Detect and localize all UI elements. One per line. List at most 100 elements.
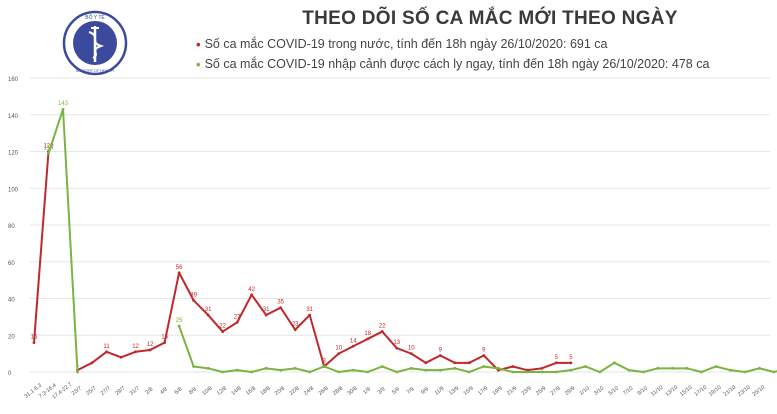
x-tick-label: 7/9 [406, 386, 416, 395]
data-point-imported [656, 366, 660, 370]
data-point-imported [264, 366, 268, 370]
ministry-emblem-icon: BỘ Y TẾ MINISTRY OF HEALTH [62, 10, 128, 76]
svg-text:BỘ Y TẾ: BỘ Y TẾ [85, 14, 105, 21]
x-tick-label: 19/10 [708, 385, 723, 398]
data-point-domestic [308, 313, 312, 317]
x-tick-label: 14/8 [230, 386, 242, 397]
x-tick-label: 11/9 [434, 386, 446, 397]
data-point-imported [642, 370, 645, 374]
x-tick-label: 13/10 [665, 385, 680, 398]
data-label-domestic: 5 [555, 355, 559, 361]
data-point-imported [177, 324, 181, 328]
x-tick-label: 6/8 [174, 386, 184, 395]
x-tick-label: 27/7 [100, 386, 112, 397]
data-point-imported [206, 366, 210, 370]
data-label-domestic: 23 [292, 322, 299, 328]
data-label-domestic: 12 [132, 344, 139, 350]
data-point-imported [337, 370, 341, 374]
data-point-imported [61, 107, 65, 111]
data-point-domestic [177, 271, 181, 275]
data-point-domestic [453, 361, 457, 365]
data-point-domestic [206, 313, 210, 317]
data-point-imported [293, 366, 297, 370]
data-point-imported [235, 368, 239, 372]
y-tick-label: 100 [8, 187, 19, 193]
data-label-domestic: 5 [569, 355, 573, 361]
data-point-domestic [351, 344, 355, 348]
series-line-domestic [77, 271, 571, 372]
data-label-domestic: 31 [205, 307, 212, 313]
x-tick-label: 21/9 [506, 386, 518, 397]
y-tick-label: 0 [8, 371, 12, 377]
x-tick-label: 3/9 [377, 386, 387, 395]
data-point-imported [250, 370, 254, 374]
x-tick-label: 25/7 [85, 386, 97, 397]
svg-text:MINISTRY OF HEALTH: MINISTRY OF HEALTH [76, 69, 114, 73]
data-point-imported [409, 366, 413, 370]
data-point-imported [76, 370, 79, 374]
data-point-imported [511, 370, 515, 374]
x-tick-label: 29/9 [564, 386, 576, 397]
data-point-imported [540, 370, 544, 374]
data-point-domestic [467, 361, 471, 365]
legend: • Số ca mắc COVID-19 trong nước, tính đế… [196, 34, 709, 74]
data-point-imported [714, 365, 718, 368]
x-tick-label: 10/8 [201, 386, 213, 397]
data-label-domestic: 3 [323, 358, 327, 364]
data-label-domestic: 16 [161, 335, 168, 341]
data-point-imported [525, 370, 529, 374]
x-tick-label: 20/8 [274, 386, 286, 397]
x-tick-label: 19/9 [492, 386, 504, 397]
ministry-logo: BỘ Y TẾ MINISTRY OF HEALTH [62, 10, 128, 76]
data-label-domestic: 35 [277, 300, 284, 306]
data-label-domestic: 12 [147, 342, 154, 348]
data-point-imported [685, 366, 689, 370]
x-tick-label: 23/9 [521, 386, 533, 397]
data-point-imported [322, 365, 326, 368]
x-tick-label: 1/10 [579, 386, 591, 397]
data-point-domestic [235, 320, 239, 324]
data-label-imported: 119 [44, 145, 54, 151]
data-point-imported [192, 365, 196, 368]
data-point-domestic [438, 354, 442, 357]
x-tick-label: 16/8 [245, 386, 257, 397]
data-point-imported [569, 368, 573, 372]
data-label-domestic: 56 [176, 265, 183, 271]
data-point-imported [308, 370, 312, 374]
data-label-domestic: 22 [219, 324, 226, 330]
data-point-domestic [221, 330, 225, 333]
x-tick-label: 23/10 [737, 385, 752, 398]
data-point-imported [671, 366, 674, 370]
x-tick-label: 2/8 [145, 386, 155, 395]
x-tick-label: 22/8 [288, 386, 300, 397]
data-point-imported [496, 366, 500, 370]
data-point-imported [279, 368, 283, 372]
x-tick-label: 23/7 [71, 386, 83, 397]
data-point-imported [366, 370, 370, 374]
data-point-domestic [119, 355, 123, 359]
x-tick-label: 28/8 [332, 386, 344, 397]
data-point-domestic [380, 330, 384, 333]
data-point-domestic [366, 337, 370, 341]
data-label-domestic: 31 [306, 307, 313, 313]
data-point-domestic [264, 313, 268, 317]
series-line-imported [178, 325, 777, 373]
data-point-domestic [511, 365, 515, 368]
x-tick-label: 15/9 [463, 386, 475, 397]
x-tick-label: 18/8 [259, 386, 271, 397]
data-point-imported [627, 368, 631, 372]
data-label-domestic: 9 [439, 347, 443, 353]
x-tick-label: 9/10 [637, 386, 649, 397]
x-tick-label: 11/10 [650, 385, 664, 398]
data-point-imported [743, 370, 747, 374]
x-tick-label: 12/8 [216, 386, 228, 397]
x-tick-label: 4/8 [159, 386, 169, 395]
y-tick-label: 120 [8, 151, 19, 157]
x-tick-label: 21/10 [723, 385, 738, 398]
data-point-domestic [134, 350, 137, 354]
data-point-imported [351, 368, 355, 372]
data-point-imported [758, 366, 761, 370]
data-label-domestic: 14 [350, 338, 357, 344]
legend-label-imported: Số ca mắc COVID-19 nhập cảnh được cách l… [204, 57, 710, 71]
